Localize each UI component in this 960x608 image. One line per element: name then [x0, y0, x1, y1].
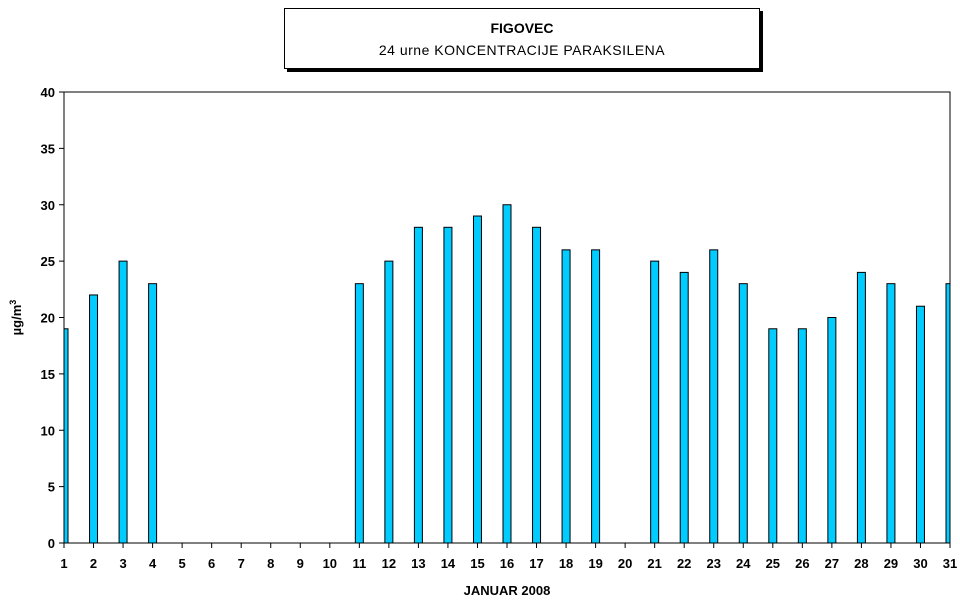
x-tick-label: 27: [825, 556, 839, 571]
x-tick-label: 18: [559, 556, 573, 571]
x-tick-label: 2: [90, 556, 97, 571]
x-tick-label: 4: [149, 556, 157, 571]
x-tick-label: 24: [736, 556, 751, 571]
x-tick-label: 10: [323, 556, 337, 571]
bar: [384, 260, 394, 544]
x-axis: 1 2 3 4 5 6 7 8 9 10 11 12 13 14 15 16 17 18 19 20 21 22 23 24 2…: [60, 543, 957, 571]
x-tick-label: 19: [588, 556, 602, 571]
x-tick-label: 29: [884, 556, 898, 571]
bar: [768, 328, 778, 544]
y-axis-title-unit: µg/m: [9, 305, 24, 336]
y-axis-title-sup: 3: [8, 300, 18, 305]
x-tick-label: 8: [267, 556, 274, 571]
bars-group: [63, 204, 951, 544]
bar: [502, 204, 512, 544]
x-tick-label: 20: [618, 556, 632, 571]
bar: [797, 328, 807, 544]
y-tick-label: 0: [48, 536, 55, 551]
bar: [118, 260, 128, 544]
x-axis-title: JANUAR 2008: [464, 583, 551, 598]
x-tick-label: 26: [795, 556, 809, 571]
chart-subtitle: 24 urne KONCENTRACIJE PARAKSILENA: [378, 42, 666, 58]
bar: [561, 249, 571, 544]
bar: [650, 260, 660, 544]
bar: [63, 328, 69, 544]
y-tick-label: 10: [41, 423, 55, 438]
y-tick-label: 20: [41, 311, 55, 326]
bar: [886, 283, 896, 544]
chart-title: FIGOVEC: [490, 20, 554, 36]
bar: [738, 283, 748, 544]
chart-title-box: FIGOVEC 24 urne KONCENTRACIJE PARAKSILEN…: [284, 8, 760, 69]
y-tick-label: 15: [41, 367, 55, 382]
bar: [709, 249, 719, 544]
x-tick-label: 14: [441, 556, 456, 571]
x-tick-label: 22: [677, 556, 691, 571]
y-tick-label: 40: [41, 85, 55, 100]
x-tick-label: 3: [119, 556, 126, 571]
bar: [532, 226, 542, 544]
x-tick-label: 17: [529, 556, 543, 571]
y-tick-label: 35: [41, 141, 55, 156]
y-tick-label: 25: [41, 254, 55, 269]
bar: [443, 226, 453, 544]
y-tick-label: 5: [48, 480, 55, 495]
bar: [945, 283, 951, 544]
x-tick-label: 9: [297, 556, 304, 571]
bar: [89, 294, 99, 544]
x-tick-label: 28: [854, 556, 868, 571]
bar: [679, 271, 689, 544]
x-tick-label: 11: [352, 556, 366, 571]
x-tick-label: 15: [470, 556, 484, 571]
x-tick-label: 1: [60, 556, 67, 571]
bar: [827, 317, 837, 544]
y-tick-label: 30: [41, 198, 55, 213]
x-tick-label: 31: [943, 556, 957, 571]
x-tick-label: 6: [208, 556, 215, 571]
x-tick-label: 5: [179, 556, 186, 571]
x-tick-label: 7: [238, 556, 245, 571]
bar: [413, 226, 423, 544]
bar: [148, 283, 158, 544]
x-tick-label: 16: [500, 556, 514, 571]
y-axis-title: µg/m3: [8, 300, 24, 336]
x-tick-label: 13: [411, 556, 425, 571]
x-tick-label: 30: [913, 556, 927, 571]
x-tick-label: 25: [766, 556, 780, 571]
x-tick-label: 12: [382, 556, 396, 571]
bar: [591, 249, 601, 544]
y-axis: 0 5 10 15 20 25 30 35 40: [41, 85, 64, 551]
bar: [472, 215, 482, 544]
bar: [915, 305, 925, 544]
bar: [856, 271, 866, 544]
x-tick-label: 21: [647, 556, 661, 571]
bar: [354, 283, 364, 544]
x-tick-label: 23: [706, 556, 720, 571]
